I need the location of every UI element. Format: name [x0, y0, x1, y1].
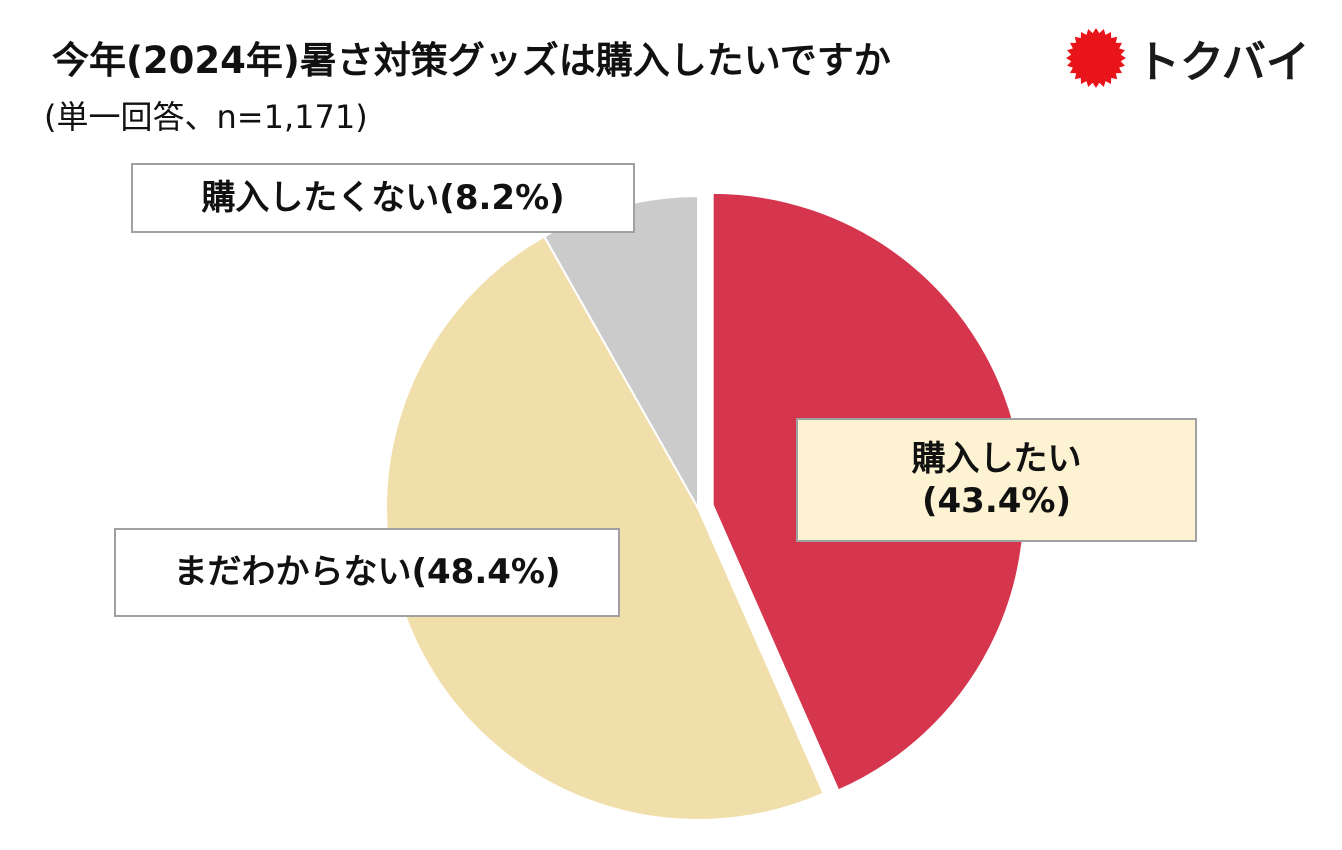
label-dont-want: 購入したくない(8.2%) — [131, 163, 635, 233]
starburst-shape — [1066, 28, 1126, 88]
label-want-line2: (43.4%) — [921, 481, 1072, 521]
label-dont-want-text: 購入したくない(8.2%) — [201, 177, 565, 218]
starburst-icon — [1066, 28, 1126, 88]
brand-logo: トクバイ — [1066, 28, 1310, 88]
label-want-line1: 購入したい — [911, 438, 1082, 479]
label-want: 購入したい (43.4%) — [796, 418, 1197, 542]
brand-name: トクバイ — [1136, 37, 1310, 88]
chart-title: 今年(2024年)暑さ対策グッズは購入したいですか — [52, 39, 891, 82]
label-undecided-text: まだわからない(48.4%) — [173, 552, 561, 593]
chart-subtitle: (単一回答、n=1,171) — [44, 98, 368, 136]
label-undecided: まだわからない(48.4%) — [114, 528, 620, 617]
